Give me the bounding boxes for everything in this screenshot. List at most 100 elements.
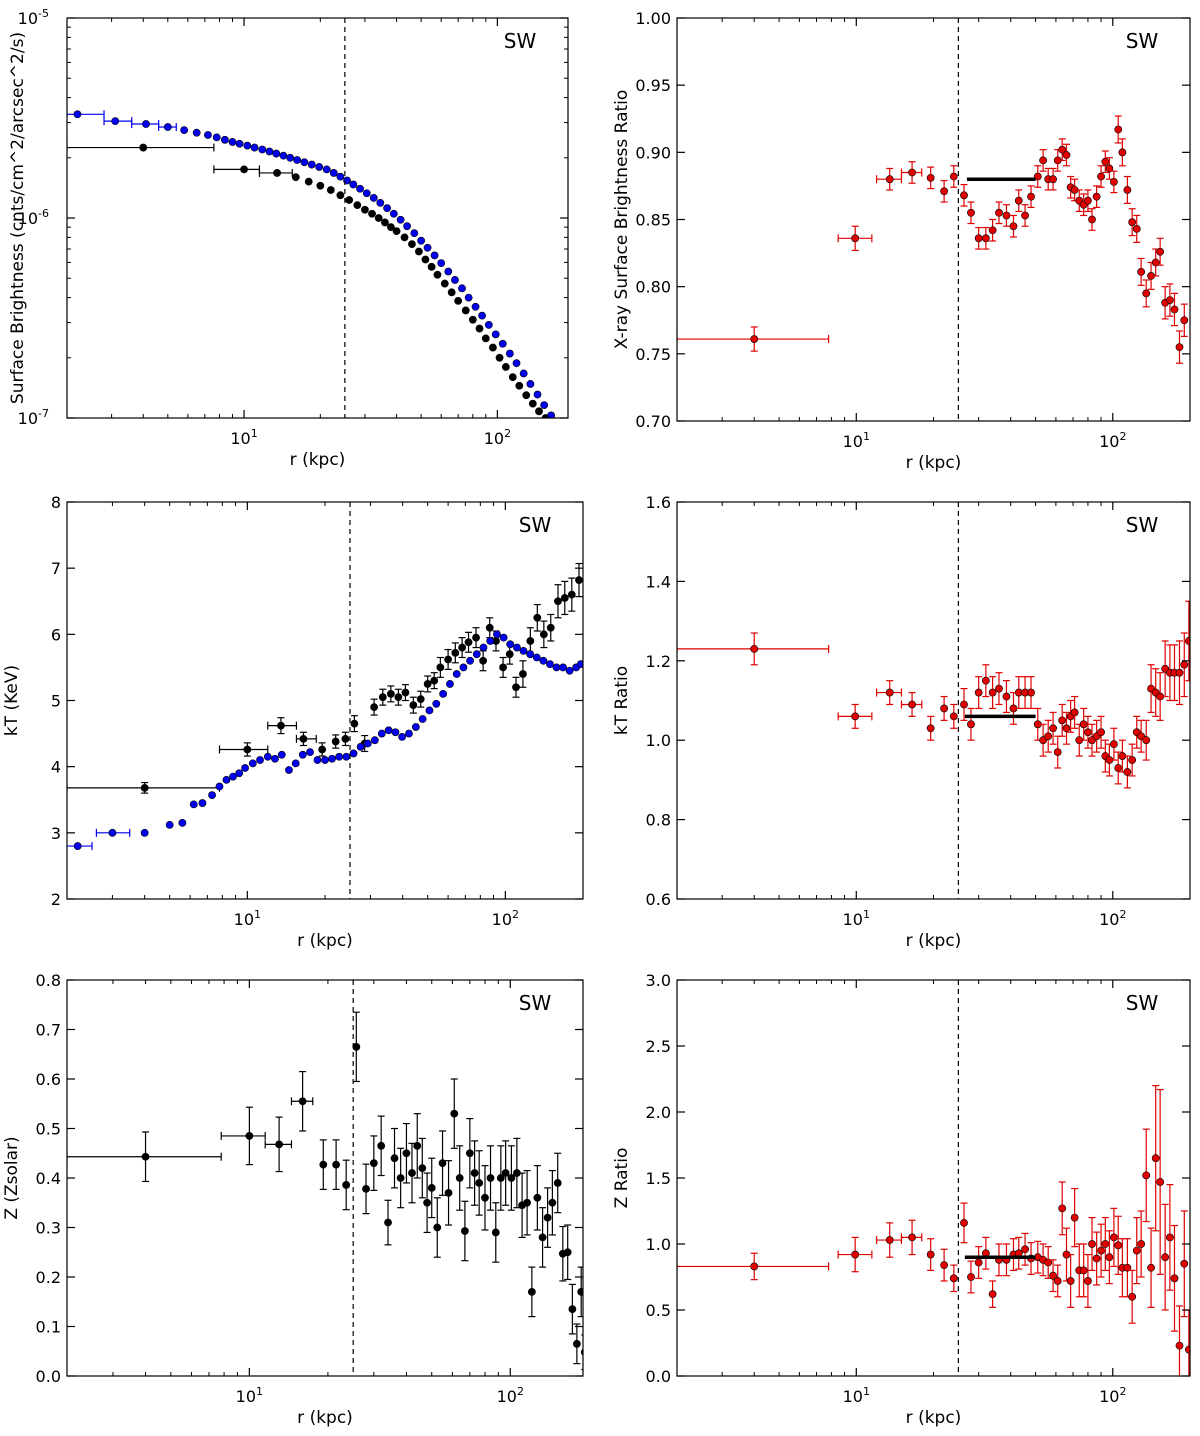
ratio-data-point xyxy=(1105,1230,1114,1285)
y-tick-label: 1.00 xyxy=(635,9,671,28)
ratio-data-point xyxy=(1039,149,1048,172)
black-data-point xyxy=(402,1122,411,1184)
blue-data-point xyxy=(158,123,177,132)
x-tick-label: 101 xyxy=(843,430,870,451)
black-data-point xyxy=(332,1139,341,1190)
y-tick-label: 2.5 xyxy=(646,1037,671,1056)
x-axis-label: r (kpc) xyxy=(906,1408,962,1428)
ratio-data-point xyxy=(875,680,903,706)
black-data-point xyxy=(512,676,520,698)
ratio-data-point xyxy=(949,165,958,188)
blue-data-point xyxy=(67,110,105,119)
ratio-data-point xyxy=(1062,143,1071,167)
black-data-point xyxy=(362,1163,370,1215)
blue-data-point xyxy=(506,640,515,649)
blue-data-point xyxy=(452,670,461,678)
y-tick-label: 0.5 xyxy=(36,1120,61,1139)
blue-data-point xyxy=(403,222,411,231)
blue-data-point xyxy=(222,775,231,784)
y-tick-label: 1.2 xyxy=(646,652,671,671)
x-tick-label: 101 xyxy=(843,908,870,929)
black-data-point xyxy=(451,642,460,664)
ratio-data-point xyxy=(1142,279,1151,308)
y-tick-label: 10-7 xyxy=(18,407,49,428)
temperature-panel: 101 102 2 3 4 5 6 7 8 r (kpc) kT (KeV) SW xyxy=(2,493,584,951)
ratio-data-point xyxy=(1156,237,1165,266)
blue-data-point xyxy=(165,820,174,829)
black-data-point xyxy=(444,648,452,671)
ratio-data-point xyxy=(1128,743,1137,777)
ratio-data-point xyxy=(974,1246,983,1279)
black-data-point xyxy=(368,209,376,218)
black-data-point xyxy=(527,1266,536,1318)
blue-data-point xyxy=(398,732,407,741)
black-data-point xyxy=(528,399,537,408)
black-data-point xyxy=(421,255,430,264)
blue-data-point xyxy=(256,756,264,764)
blue-data-point xyxy=(418,715,427,723)
plot-area xyxy=(677,18,1189,421)
blue-data-point xyxy=(479,643,488,652)
black-data-point xyxy=(378,688,387,706)
black-data-point xyxy=(447,288,456,297)
y-tick-label: 6 xyxy=(51,625,61,644)
blue-data-point xyxy=(498,339,507,348)
blue-data-point xyxy=(417,236,426,245)
blue-data-point xyxy=(277,750,286,759)
y-axis-label: X-ray Surface Brightness Ratio xyxy=(612,90,632,350)
blue-data-point xyxy=(405,729,413,738)
black-data-point xyxy=(400,233,409,242)
black-data-point xyxy=(384,1199,392,1246)
y-tick-label: 0.75 xyxy=(635,345,671,364)
blue-data-point xyxy=(263,752,272,761)
black-data-point xyxy=(533,1165,542,1231)
ratio-data-point xyxy=(967,201,975,225)
blue-data-point xyxy=(131,120,160,129)
black-data-point xyxy=(264,1116,293,1173)
blue-data-point xyxy=(103,117,133,126)
ratio-data-point xyxy=(1101,739,1110,773)
black-data-point xyxy=(430,672,439,690)
black-data-point xyxy=(444,1160,453,1226)
y-tick-label: 0.4 xyxy=(36,1169,61,1188)
ratio-data-point xyxy=(1092,719,1101,753)
black-data-point xyxy=(390,1127,399,1189)
y-tick-label: 3 xyxy=(51,824,61,843)
ratio-data-point xyxy=(1114,115,1123,144)
black-data-point xyxy=(543,1187,552,1248)
axes-frame xyxy=(676,17,1191,422)
blue-data-point xyxy=(208,791,216,800)
ratio-data-point xyxy=(1058,1181,1067,1236)
ratio-data-point xyxy=(926,715,935,741)
blue-data-point xyxy=(258,145,267,154)
ratio-data-point xyxy=(1014,189,1023,213)
ratio-data-point xyxy=(1070,178,1079,202)
region-annotation: SW xyxy=(1126,513,1159,537)
ratio-data-point xyxy=(1027,185,1035,209)
black-data-point xyxy=(563,1224,572,1281)
y-tick-label: 0.6 xyxy=(36,1070,61,1089)
black-data-point xyxy=(295,731,317,747)
blue-data-point xyxy=(329,169,338,177)
blue-data-point xyxy=(410,229,419,238)
ratio-data-point xyxy=(926,1238,935,1271)
black-data-point xyxy=(408,240,416,249)
blue-data-point xyxy=(321,756,329,764)
ratio-data-point xyxy=(1097,715,1105,749)
blue-data-point xyxy=(486,637,495,645)
blue-data-point xyxy=(383,204,392,213)
ratio-data-point xyxy=(837,703,873,729)
ratio-data-point xyxy=(1161,1203,1170,1311)
x-tick-label: 102 xyxy=(1099,430,1126,451)
ratio-data-point xyxy=(1132,214,1141,243)
ratio-data-point xyxy=(677,326,830,352)
ratio-data-point xyxy=(1166,1184,1174,1291)
ratio-data-point xyxy=(940,695,949,721)
y-tick-label: 5 xyxy=(51,692,61,711)
ratio-data-point xyxy=(1044,719,1053,753)
blue-data-point xyxy=(300,158,309,167)
blue-data-point xyxy=(423,243,432,252)
ratio-data-point xyxy=(1161,640,1170,698)
ratio-data-point xyxy=(1070,695,1079,729)
black-data-point xyxy=(554,584,562,619)
